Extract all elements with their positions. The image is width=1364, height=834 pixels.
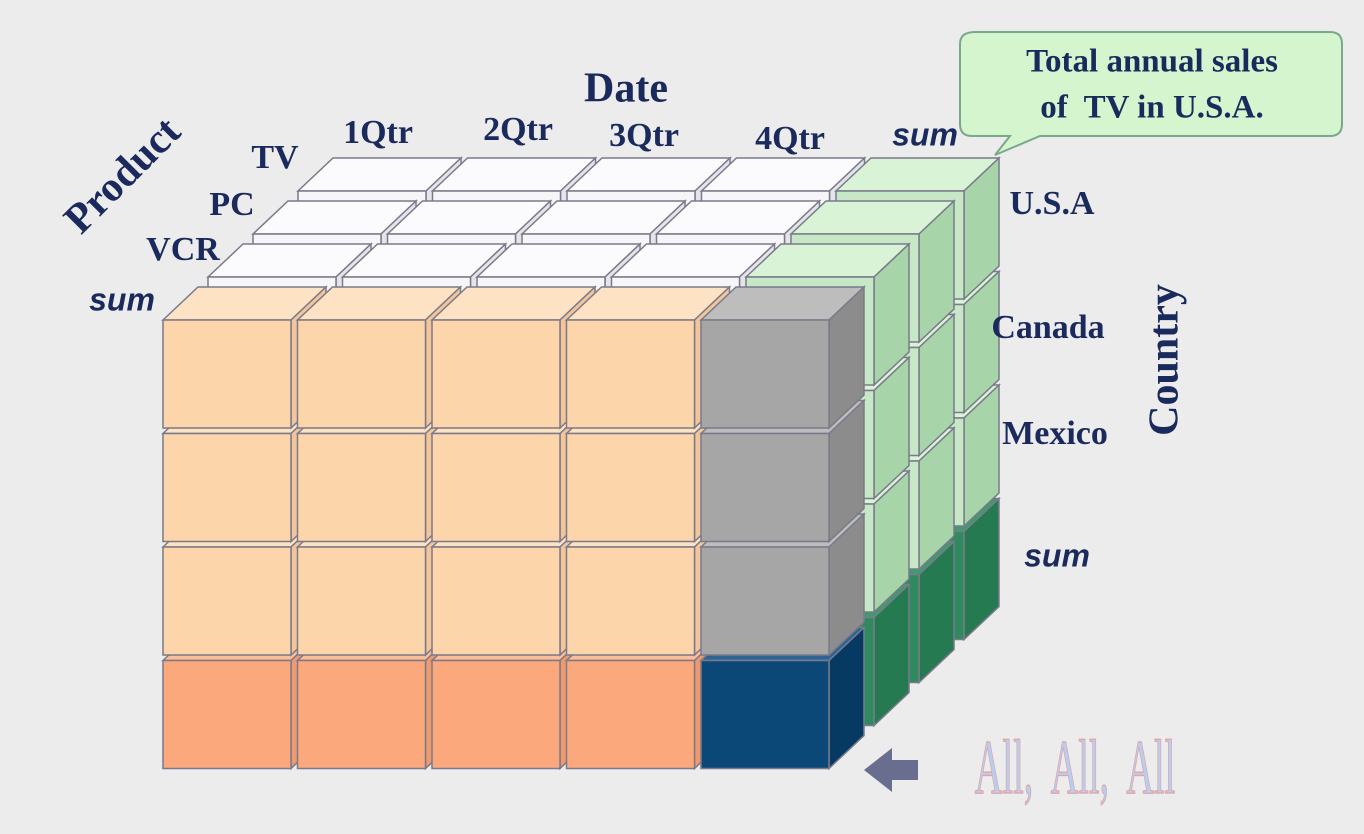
product-label: VCR — [146, 231, 220, 268]
cube-front — [700, 659, 830, 770]
date-label: 2Qtr — [483, 111, 553, 148]
cube-front — [700, 319, 830, 429]
date-label: 3Qtr — [609, 117, 679, 154]
arrow — [864, 748, 918, 792]
product-label: sum — [89, 281, 155, 317]
country-label: sum — [1024, 537, 1090, 573]
cube-front — [700, 546, 830, 656]
cube-front — [162, 659, 292, 770]
callout-box — [959, 31, 1343, 156]
all-label: All, All, All — [975, 724, 1176, 810]
country-title: Country — [1142, 284, 1188, 436]
date-label: 4Qtr — [755, 120, 825, 157]
callout-text: of TV in U.S.A. — [1040, 90, 1263, 126]
cube-front — [162, 432, 292, 543]
date-title: Date — [584, 66, 668, 112]
cube-front — [431, 319, 561, 429]
date-label: sum — [892, 116, 958, 152]
cube-front — [431, 546, 561, 656]
country-label: U.S.A — [1009, 185, 1094, 222]
cube-front — [296, 432, 427, 543]
date-label: 1Qtr — [343, 114, 413, 151]
cube-front — [565, 546, 696, 656]
cube-front — [565, 659, 696, 770]
cube-front — [296, 659, 427, 770]
cube — [161, 156, 1001, 771]
product-label: TV — [251, 139, 299, 176]
cube-front — [162, 546, 292, 656]
product-label: PC — [209, 186, 254, 223]
cube-front — [431, 432, 561, 543]
cube-front — [431, 659, 561, 770]
cube-front — [162, 319, 292, 429]
cube-front — [565, 432, 696, 543]
cube-front — [565, 319, 696, 429]
callout-text: Total annual sales — [1026, 44, 1278, 80]
country-label: Canada — [991, 309, 1104, 346]
country-label: Mexico — [1002, 415, 1108, 452]
cube-front — [700, 432, 830, 543]
cube-front — [296, 319, 427, 429]
cube-front — [296, 546, 427, 656]
